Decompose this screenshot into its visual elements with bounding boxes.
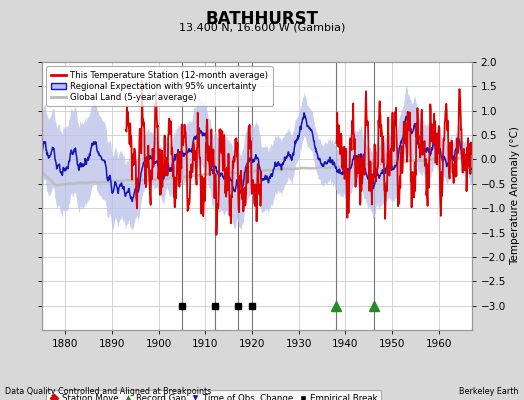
Y-axis label: Temperature Anomaly (°C): Temperature Anomaly (°C) — [510, 126, 520, 266]
Legend: Station Move, Record Gap, Time of Obs. Change, Empirical Break: Station Move, Record Gap, Time of Obs. C… — [46, 390, 381, 400]
Text: Berkeley Earth: Berkeley Earth — [460, 387, 519, 396]
Text: BATHHURST: BATHHURST — [205, 10, 319, 28]
Text: 13.400 N, 16.600 W (Gambia): 13.400 N, 16.600 W (Gambia) — [179, 22, 345, 32]
Text: Data Quality Controlled and Aligned at Breakpoints: Data Quality Controlled and Aligned at B… — [5, 387, 212, 396]
